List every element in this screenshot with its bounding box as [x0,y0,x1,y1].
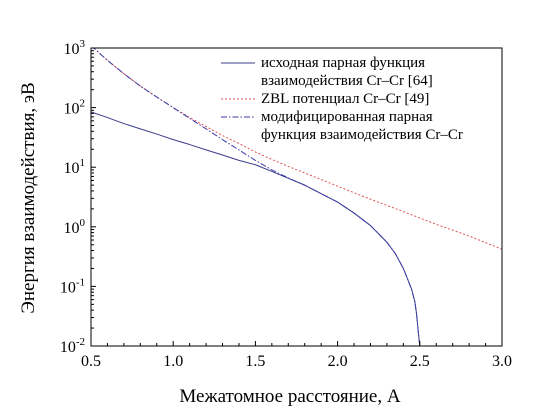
y-tick-label: 102 [64,98,86,118]
ticks-layer: 0.5 1.0 1.5 2.0 2.5 3.0 10-2 10-1 100 101 102 103 [60,38,512,370]
x-tick-label: 2.5 [410,353,430,370]
x-axis-label: Межатомное расстояние, А [179,386,400,407]
legend-entry-1-line-2: взаимодействия Cr–Cr [64] [261,73,433,89]
x-tick-label: 2.0 [328,353,348,370]
legend: исходная парная функция взаимодействия Cr… [221,55,463,143]
y-tick-label: 100 [64,217,86,237]
y-tick-label: 103 [64,38,86,58]
series-line-3 [92,48,421,346]
y-tick-label: 10-2 [60,336,85,356]
x-tick-label: 1.5 [245,353,265,370]
plot-frame [90,47,503,347]
y-tick-label: 101 [64,157,86,177]
y-axis-label: Энергия взаимодействия, эВ [18,82,39,313]
legend-entry-1-line-1: исходная парная функция [261,55,425,71]
legend-entry-2-line-1: ZBL потенциал Cr–Cr [49] [261,91,429,107]
legend-entry-3-line-2: функция взаимодействия Cr–Cr [261,127,463,143]
x-tick-label: 0.5 [81,353,101,370]
legend-entry-3-line-1: модифицированная парная [261,109,433,125]
x-tick-label: 3.0 [492,353,512,370]
series-layer [91,48,502,346]
x-tick-label: 1.0 [163,353,183,370]
series-line-2 [92,48,502,250]
y-tick-label: 10-1 [60,276,85,296]
